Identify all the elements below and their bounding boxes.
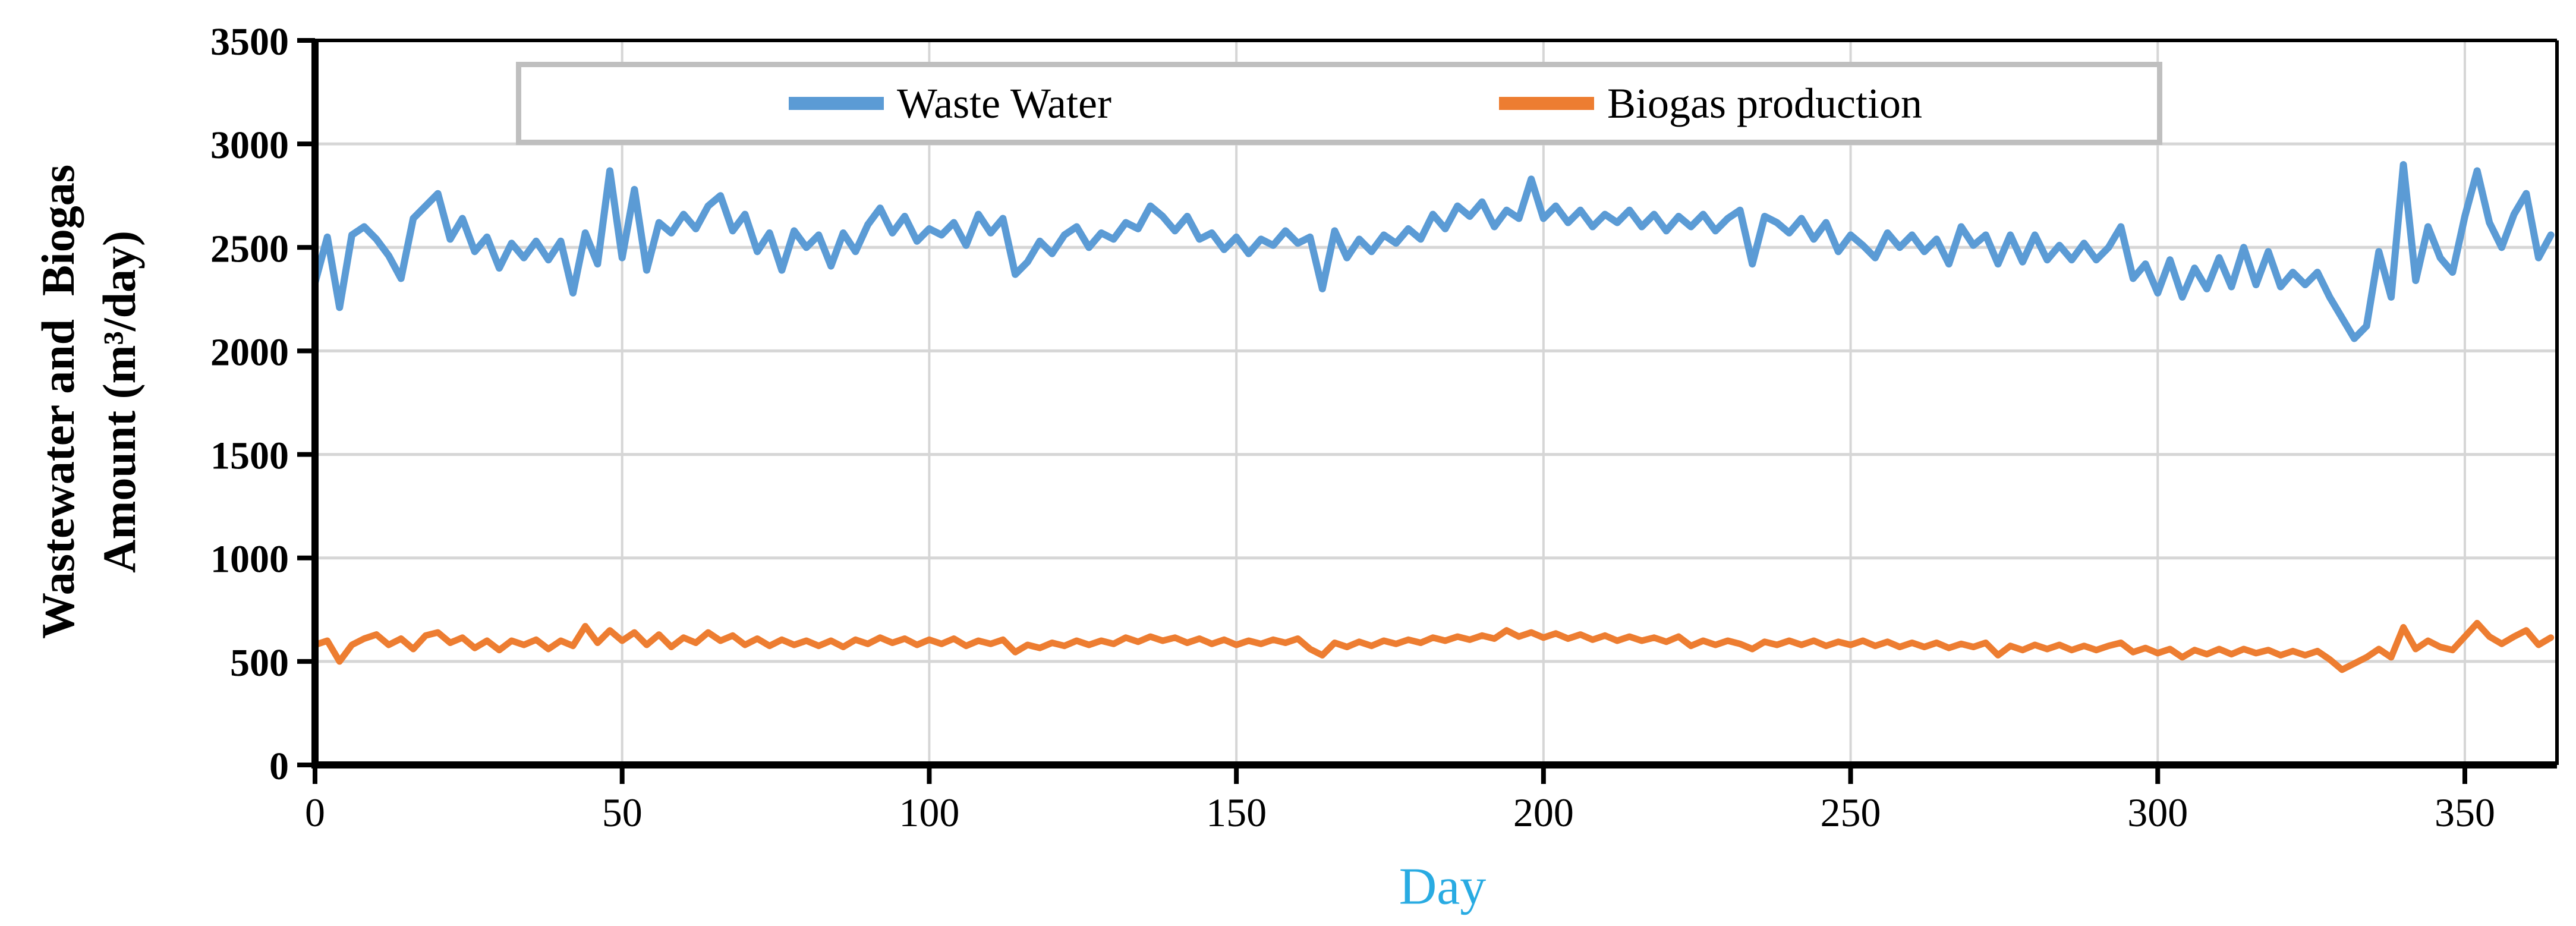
x-tick-label: 200 [1513,790,1574,835]
data-series [311,161,2555,673]
y-tick-label: 2000 [210,330,289,374]
legend-item-biogas: Biogas production [1499,67,1922,140]
y-axis-title-line1: Wastewater and Biogas [32,164,84,640]
y-tick-label: 1000 [210,538,289,581]
y-axis-title: Wastewater and Biogas Amount (m³/day) [28,165,150,639]
biogas-production-line [311,619,2555,673]
waste-water-legend-label: Waste Water [897,79,1111,127]
x-tick-label: 100 [899,790,959,835]
waste-water-legend-swatch [789,97,884,110]
x-tick-label: 0 [305,790,325,835]
legend-item-waste-water: Waste Water [789,67,1111,140]
y-tick-label: 0 [269,745,289,788]
x-tick-label: 350 [2435,790,2495,835]
biogas-legend-label: Biogas production [1607,79,1922,127]
waste-water-line [311,161,2555,342]
x-tick-label: 250 [1821,790,1881,835]
y-tick-label: 3000 [210,124,289,167]
y-tick-label: 2500 [210,227,289,270]
axes [311,39,2559,768]
tick-marks [297,38,2467,784]
y-tick-label: 3500 [210,20,289,64]
y-axis-title-line2: Amount (m³/day) [93,231,145,573]
gridlines [315,40,2557,765]
biogas-legend-swatch [1499,97,1594,110]
x-axis-title: Day [1399,858,1487,916]
x-tick-label: 150 [1206,790,1267,835]
y-tick-label: 500 [230,641,289,685]
tick-labels: 0 500 1000 1500 2000 2500 3000 3500 0 50 100 150 200… [210,20,2495,835]
x-tick-label: 50 [602,790,643,835]
y-tick-label: 1500 [210,434,289,478]
x-tick-label: 300 [2127,790,2188,835]
legend-box: Waste Water Biogas production [516,62,2162,145]
